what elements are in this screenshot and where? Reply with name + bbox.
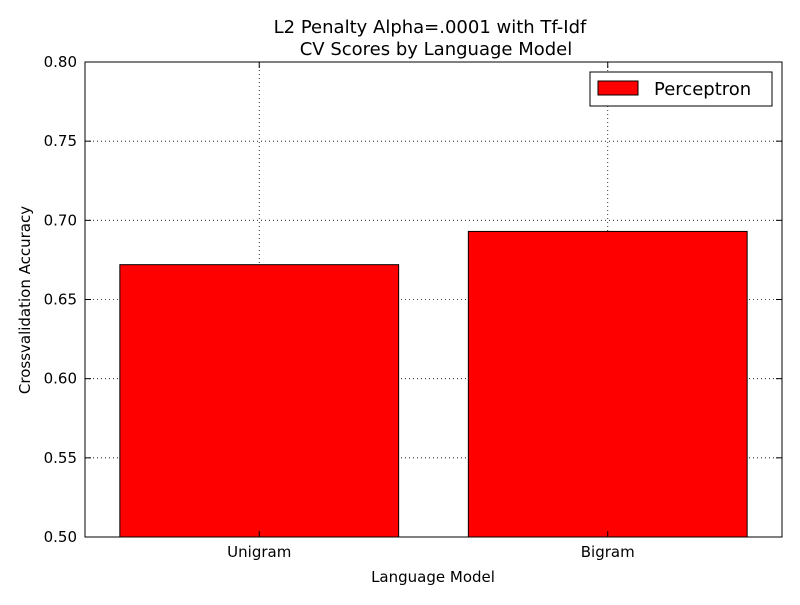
legend-label: Perceptron xyxy=(654,79,751,100)
bar-bigram xyxy=(467,230,748,538)
legend: Perceptron xyxy=(589,71,773,107)
y-tick-label: 0.80 xyxy=(44,53,77,71)
y-tick-label: 0.60 xyxy=(44,370,77,388)
y-axis-label: Crossvalidation Accuracy xyxy=(16,206,34,394)
legend-swatch xyxy=(597,80,639,96)
y-tick-label: 0.75 xyxy=(44,132,77,150)
chart-title-line-1: L2 Penalty Alpha=.0001 with Tf-Idf xyxy=(274,17,587,38)
x-tick-label: Bigram xyxy=(581,543,635,561)
x-tick-label: Unigram xyxy=(227,543,291,561)
y-tick-label: 0.65 xyxy=(44,291,77,309)
chart-title-line-2: CV Scores by Language Model xyxy=(300,39,573,60)
ticks: 0.50 0.55 0.60 0.65 0.70 0.75 0.80 Unigram Bigra… xyxy=(44,53,782,561)
x-axis-label: Language Model xyxy=(371,568,495,586)
bars xyxy=(119,230,748,538)
bar-unigram xyxy=(119,264,400,538)
y-tick-label: 0.55 xyxy=(44,449,77,467)
y-tick-label: 0.70 xyxy=(44,211,77,229)
y-tick-label: 0.50 xyxy=(44,528,77,546)
